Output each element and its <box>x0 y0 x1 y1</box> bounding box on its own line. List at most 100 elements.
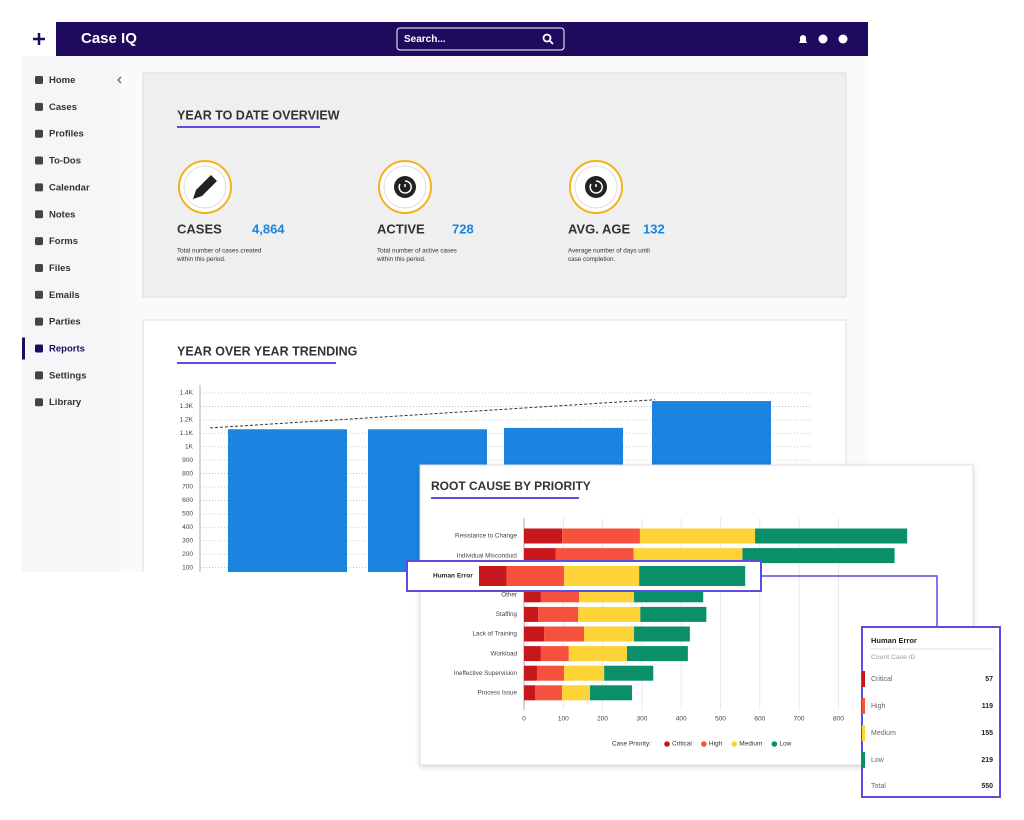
nav-item[interactable]: Home <box>49 75 75 86</box>
search-box[interactable] <box>396 27 565 51</box>
clock-hand <box>398 180 412 194</box>
category-label: Workload <box>491 650 518 657</box>
help-icon[interactable] <box>818 34 828 44</box>
y-tick-label: 1.1K <box>180 430 194 437</box>
nav-icon <box>35 237 43 246</box>
stat-value: 4,864 <box>252 221 285 236</box>
pencil-icon <box>193 175 217 199</box>
nav-item[interactable]: Calendar <box>49 182 90 193</box>
x-tick-label: 500 <box>715 716 726 723</box>
bar-segment <box>562 685 591 701</box>
tooltip-value: 119 <box>982 703 993 710</box>
nav-item[interactable]: Cases <box>49 102 77 113</box>
x-tick-label: 600 <box>754 716 765 723</box>
bar-segment <box>634 626 690 642</box>
nav-item[interactable]: Forms <box>49 236 78 247</box>
bar-segment <box>604 665 654 681</box>
bar-segment <box>626 646 688 662</box>
y-tick-label: 400 <box>182 524 193 531</box>
tooltip-value: 155 <box>981 730 993 737</box>
tooltip-label: Critical <box>871 676 893 683</box>
bar-segment <box>524 646 541 662</box>
bell-icon[interactable] <box>799 35 807 43</box>
legend-label: Medium <box>739 741 762 748</box>
tooltip-label: Low <box>871 757 885 764</box>
bar-segment <box>555 548 634 564</box>
nav-icon <box>35 183 43 192</box>
stat-value: 132 <box>643 221 665 236</box>
bar-segment <box>633 548 743 564</box>
nav-icon <box>35 290 43 299</box>
y-tick-label: 900 <box>182 457 193 464</box>
nav-icon <box>35 76 43 84</box>
x-tick-label: 100 <box>558 716 569 723</box>
stat-description: Total number of active cases <box>377 248 457 255</box>
x-tick-label: 800 <box>833 716 844 723</box>
bar-segment <box>524 626 545 642</box>
y-tick-label: 300 <box>182 537 193 544</box>
tooltip-swatch <box>862 725 865 741</box>
nav-icon <box>35 129 43 138</box>
user-icon[interactable] <box>838 34 848 44</box>
nav-item[interactable]: Emails <box>49 290 80 301</box>
bar-segment <box>640 606 707 622</box>
bar-segment <box>742 548 895 564</box>
nav-item[interactable]: Reports <box>49 344 85 355</box>
legend-marker <box>701 741 707 747</box>
nav-item[interactable]: Profiles <box>49 129 84 140</box>
tooltip-swatch <box>862 752 865 768</box>
nav-icon <box>35 210 43 219</box>
bar-segment <box>564 566 640 586</box>
bar-segment <box>536 665 565 681</box>
tooltip-total: 550 <box>981 783 993 790</box>
x-tick-label: 0 <box>522 716 526 723</box>
section-title: YEAR TO DATE OVERVIEW <box>177 108 340 122</box>
stat-icon-inner <box>574 165 618 209</box>
logo: Case IQ <box>81 30 137 47</box>
x-tick-label: 400 <box>676 716 687 723</box>
stat-label: AVG. AGE <box>568 221 630 236</box>
legend-label: High <box>709 741 723 748</box>
bar-segment <box>540 646 569 662</box>
search-icon-handle <box>549 40 554 45</box>
y-tick-label: 1K <box>185 443 194 450</box>
legend-label: Critical <box>672 741 692 748</box>
stat-description: case completion. <box>568 256 616 263</box>
search-placeholder: Search... <box>404 34 446 45</box>
collapse-icon[interactable] <box>117 76 122 84</box>
nav-item[interactable]: Library <box>49 397 82 408</box>
nav-item[interactable]: Settings <box>49 370 86 381</box>
bar-segment <box>544 626 585 642</box>
stat-description: within this period. <box>176 256 226 263</box>
plus-icon <box>33 33 45 45</box>
y-tick-label: 700 <box>182 484 193 491</box>
tooltip-title: Human Error <box>871 636 917 645</box>
category-label: Staffing <box>496 611 518 618</box>
category-label: Process Issue <box>477 689 517 696</box>
bar-segment <box>535 685 563 701</box>
bar-segment <box>584 626 635 642</box>
x-tick-label: 300 <box>636 716 647 723</box>
nav-icon <box>35 263 43 272</box>
nav-icon <box>35 398 43 407</box>
nav-item[interactable]: Files <box>49 263 71 274</box>
nav-item[interactable]: Parties <box>49 317 81 328</box>
nav-item[interactable]: To-Dos <box>49 156 81 167</box>
y-tick-label: 800 <box>182 470 193 477</box>
tooltip: Human Error Count Case ID Critical 57 High 11… <box>861 626 1001 798</box>
nav-item[interactable]: Notes <box>49 209 75 220</box>
stat-description: Total number of cases created <box>177 248 262 255</box>
bar-segment <box>538 606 579 622</box>
chart-title: ROOT CAUSE BY PRIORITY <box>431 479 591 493</box>
y-tick-label: 1.3K <box>180 403 194 410</box>
stat-label: CASES <box>177 221 222 236</box>
nav-icon <box>35 102 43 111</box>
tooltip-box <box>861 626 1001 798</box>
bar-segment <box>568 646 627 662</box>
root-cause-panel: ROOT CAUSE BY PRIORITY 0 100 200 300 400 500 60… <box>406 464 974 766</box>
bar <box>228 429 347 572</box>
y-tick-label: 1.4K <box>180 390 194 397</box>
stat-description: Average number of days until <box>568 248 650 255</box>
bar-segment <box>524 548 556 564</box>
